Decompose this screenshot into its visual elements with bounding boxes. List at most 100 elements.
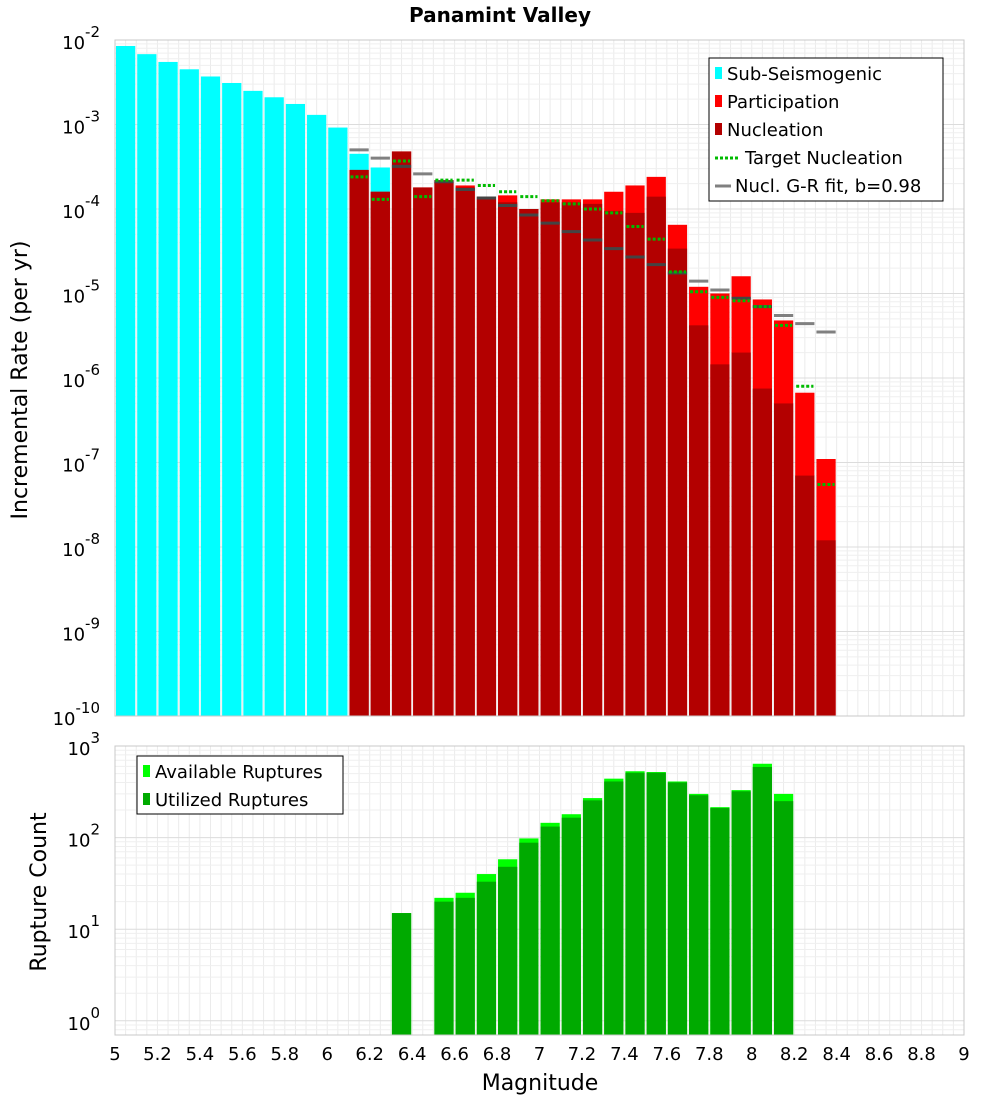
x-tick-label: 6.8 (483, 1044, 512, 1065)
utilized-ruptures-bar (391, 913, 412, 1035)
top-plot-frame (114, 39, 965, 717)
top-y-tick-label: 10-7 (62, 446, 100, 477)
sub-seismogenic-bar (137, 54, 157, 716)
nucleation-bar (455, 187, 475, 717)
top-y-tick-label: 10-4 (62, 192, 100, 223)
frames-layer (114, 39, 965, 1036)
nucleation-bar (773, 403, 794, 716)
top-y-axis-title: Incremental Rate (per yr) (8, 241, 33, 520)
nucleation-bar (795, 475, 815, 716)
x-tick-label: 7 (534, 1044, 545, 1065)
bottom-legend-swatch (143, 765, 150, 777)
utilized-ruptures-bar (582, 800, 603, 1035)
bottom-legend-box (136, 755, 344, 815)
top-legend-label: Nucleation (727, 120, 823, 141)
top-y-tick-label: 10-2 (62, 23, 100, 54)
x-tick-label: 9 (958, 1044, 969, 1065)
x-tick-label: 8.2 (780, 1044, 809, 1065)
top-legend-swatch (715, 95, 722, 107)
x-tick-label: 7.8 (695, 1044, 724, 1065)
marks-layer (116, 45, 836, 1035)
x-tick-label: 6 (322, 1044, 333, 1065)
utilized-ruptures-bar (561, 817, 581, 1035)
nucleation-bar (731, 352, 751, 716)
utilized-ruptures-bar (540, 826, 560, 1035)
utilized-ruptures-bar (731, 791, 751, 1035)
utilized-ruptures-bar (710, 808, 730, 1035)
nucleation-bar (498, 202, 518, 716)
x-tick-label: 5.2 (143, 1044, 172, 1065)
utilized-ruptures-bar (455, 897, 475, 1035)
bottom-y-axis-title: Rupture Count (27, 812, 52, 972)
utilized-ruptures-bar (667, 782, 688, 1035)
sub-seismogenic-bar (328, 127, 348, 716)
utilized-ruptures-bar (689, 795, 709, 1035)
top-legend-label: Participation (727, 92, 839, 113)
top-y-tick-label: 10-5 (62, 277, 100, 308)
sub-seismogenic-bar (307, 114, 327, 717)
bottom-legend-label: Available Ruptures (155, 762, 323, 783)
nucleation-bar (625, 212, 645, 716)
x-tick-label: 7.6 (653, 1044, 682, 1065)
legend-layer: Sub-Seismogenic Participation Nucleation Ta… (136, 57, 944, 815)
nucleation-bar (413, 187, 433, 717)
sub-seismogenic-bar (116, 45, 136, 716)
x-tick-label: 7.4 (610, 1044, 639, 1065)
nucleation-bar (604, 210, 624, 716)
top-y-tick-label: 10-10 (53, 699, 100, 730)
bottom-y-tick-label: 100 (68, 1004, 100, 1035)
x-tick-label: 8.4 (822, 1044, 851, 1065)
nucleation-bar (816, 540, 836, 716)
nucleation-bar (434, 181, 454, 717)
x-tick-label: 8 (746, 1044, 757, 1065)
axes-layer: 10-10 10-9 10-8 10-7 10-6 10-5 10-4 10-3 10-2 100… (53, 23, 970, 1065)
top-y-tick-label: 10-9 (62, 615, 100, 646)
bottom-legend-label: Utilized Ruptures (155, 790, 308, 811)
utilized-ruptures-bar (476, 881, 497, 1035)
top-legend-label: Nucl. G-R fit, b=0.98 (735, 176, 921, 197)
top-y-tick-label: 10-3 (62, 108, 100, 139)
utilized-ruptures-bar (604, 781, 624, 1035)
utilized-ruptures-bar (773, 801, 794, 1035)
x-tick-label: 7.2 (568, 1044, 597, 1065)
nucleation-bar (689, 325, 709, 716)
nucleation-bar (561, 202, 581, 716)
bottom-y-tick-label: 103 (68, 729, 100, 760)
x-tick-label: 6.2 (355, 1044, 384, 1065)
x-tick-label: 5.4 (186, 1044, 215, 1065)
sub-seismogenic-bar (200, 76, 221, 717)
nucleation-bar (540, 202, 560, 716)
sub-seismogenic-bar (222, 82, 242, 717)
x-tick-label: 8.8 (907, 1044, 936, 1065)
nucleation-bar (370, 191, 390, 717)
top-y-tick-label: 10-8 (62, 530, 100, 561)
utilized-ruptures-bar (646, 772, 666, 1035)
nucleation-bar (519, 209, 539, 716)
utilized-ruptures-bar (498, 866, 518, 1035)
nucleation-bar (476, 199, 497, 717)
nucleation-bar (667, 248, 688, 716)
chart-title: Panamint Valley (409, 3, 591, 27)
top-legend-swatch (715, 67, 722, 79)
x-tick-label: 6.4 (398, 1044, 427, 1065)
bottom-legend-swatch (143, 793, 150, 805)
nucleation-bar (582, 203, 603, 716)
utilized-ruptures-bar (519, 842, 539, 1035)
nucleation-bar (752, 388, 772, 716)
bottom-plot-frame (114, 745, 965, 1036)
x-tick-label: 5 (109, 1044, 120, 1065)
utilized-ruptures-bar (625, 772, 645, 1035)
top-y-tick-label: 10-6 (62, 361, 100, 392)
nucleation-bar (646, 196, 666, 717)
x-tick-label: 5.8 (270, 1044, 299, 1065)
sub-seismogenic-bar (264, 97, 284, 717)
top-legend-label: Target Nucleation (744, 148, 903, 169)
sub-seismogenic-bar (158, 61, 178, 717)
x-tick-label: 6.6 (440, 1044, 469, 1065)
sub-seismogenic-bar (285, 103, 306, 717)
bottom-y-tick-label: 102 (68, 821, 100, 852)
x-axis-title: Magnitude (482, 1071, 599, 1096)
utilized-ruptures-bar (752, 766, 772, 1035)
